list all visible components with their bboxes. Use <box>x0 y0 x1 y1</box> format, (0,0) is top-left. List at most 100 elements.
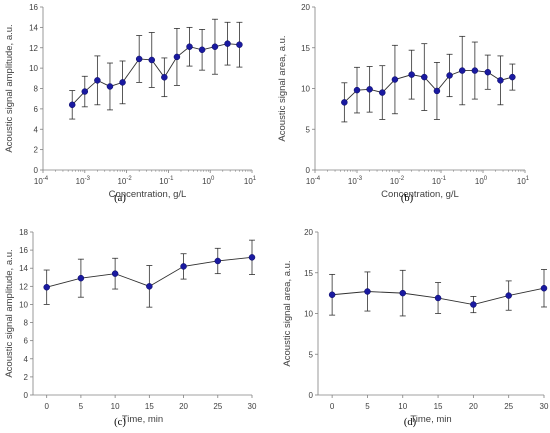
x-tick-label: 5 <box>365 402 370 411</box>
x-tick-label-base: 10 <box>432 177 441 186</box>
x-tick-label: 10-1 <box>159 176 174 186</box>
data-point <box>211 43 219 50</box>
data-point <box>248 254 256 261</box>
y-tick-label: 6 <box>24 337 29 346</box>
x-tick-label-exponent: -2 <box>126 176 132 182</box>
data-point <box>328 291 336 299</box>
y-tick-label: 15 <box>304 269 313 278</box>
y-axis-title: Acoustic signal area, a.u. <box>282 260 293 366</box>
y-axis-title: Acoustic signal amplitude, a.u. <box>4 249 15 377</box>
x-tick-label-base: 10 <box>34 177 43 186</box>
x-tick-label-exponent: 0 <box>211 176 215 182</box>
panel-label: (a) <box>114 193 126 204</box>
data-point <box>161 74 168 81</box>
y-tick-label: 8 <box>34 85 39 94</box>
x-tick-label-exponent: -3 <box>85 176 91 182</box>
data-point <box>540 284 548 292</box>
panel-label: (d) <box>404 417 417 428</box>
x-tick-label-exponent: 0 <box>484 176 488 182</box>
x-tick-label: 15 <box>145 402 154 411</box>
x-tick-label-exponent: -3 <box>357 176 363 182</box>
data-point <box>111 270 119 277</box>
x-tick-label-base: 10 <box>117 177 126 186</box>
y-tick-label: 0 <box>24 391 29 400</box>
y-tick-label: 12 <box>29 44 38 53</box>
x-tick-label-base: 10 <box>517 177 526 186</box>
data-point <box>81 88 89 95</box>
x-tick-label-exponent: -4 <box>315 176 321 182</box>
y-tick-label: 16 <box>29 3 38 12</box>
x-tick-label-exponent: 1 <box>526 176 530 182</box>
x-tick-label-base: 10 <box>475 177 484 186</box>
x-tick-label: 10-4 <box>306 176 321 186</box>
x-tick-label-base: 10 <box>306 177 315 186</box>
data-point <box>484 68 492 76</box>
x-tick-label: 25 <box>213 402 222 411</box>
data-point <box>43 283 50 291</box>
data-point <box>68 101 76 109</box>
y-tick-label: 10 <box>29 64 38 73</box>
y-tick-label: 2 <box>24 373 29 382</box>
data-point <box>497 77 504 84</box>
data-point <box>198 46 206 54</box>
x-tick-label: 10-4 <box>34 176 49 186</box>
data-point <box>364 288 371 295</box>
data-point <box>434 294 442 302</box>
x-axis-title: Concentration, g/L <box>381 189 459 200</box>
x-tick-label: 100 <box>475 176 488 186</box>
y-tick-label: 8 <box>24 319 29 328</box>
data-point <box>509 73 516 81</box>
x-tick-label: 10-1 <box>432 176 447 186</box>
x-tick-label-exponent: -1 <box>441 176 447 182</box>
data-point <box>146 283 153 290</box>
x-axis-title: Time, min <box>410 414 451 425</box>
x-tick-label: 20 <box>469 402 478 411</box>
panel-label: (b) <box>401 193 414 204</box>
data-point <box>379 89 386 96</box>
panel-label: (c) <box>114 417 126 428</box>
x-tick-label: 101 <box>244 176 257 186</box>
data-point <box>505 292 512 299</box>
y-tick-label: 10 <box>304 310 313 319</box>
data-point <box>446 72 453 79</box>
data-point <box>433 87 441 95</box>
x-tick-label: 10 <box>398 402 407 411</box>
x-tick-label: 20 <box>179 402 188 411</box>
data-point <box>458 67 466 74</box>
x-tick-label: 10 <box>111 402 120 411</box>
y-tick-label: 4 <box>34 125 39 134</box>
y-tick-label: 15 <box>301 44 310 53</box>
x-tick-label: 0 <box>44 402 49 411</box>
data-point <box>399 289 406 297</box>
data-point <box>408 71 415 78</box>
x-tick-label-base: 10 <box>202 177 211 186</box>
y-tick-label: 5 <box>309 350 314 359</box>
data-point <box>341 99 348 106</box>
y-tick-label: 6 <box>34 105 39 114</box>
data-point <box>119 79 126 86</box>
y-tick-label: 2 <box>34 146 39 155</box>
data-point <box>148 56 156 64</box>
y-axis-title: Acoustic signal amplitude, a.u. <box>4 24 15 152</box>
data-point <box>173 53 181 61</box>
x-tick-label: 10-2 <box>390 176 405 186</box>
x-tick-label-exponent: -2 <box>399 176 405 182</box>
x-tick-label: 15 <box>434 402 443 411</box>
data-point <box>180 263 187 270</box>
y-tick-label: 14 <box>19 264 28 273</box>
x-tick-label: 0 <box>330 402 335 411</box>
x-tick-label-base: 10 <box>76 177 85 186</box>
data-point <box>94 77 101 84</box>
x-tick-label: 25 <box>504 402 513 411</box>
y-tick-label: 4 <box>24 355 29 364</box>
x-tick-label-exponent: 1 <box>253 176 257 182</box>
x-tick-label-base: 10 <box>390 177 399 186</box>
data-point <box>186 43 193 50</box>
x-tick-label: 10-2 <box>117 176 132 186</box>
data-point <box>214 257 222 265</box>
data-point <box>236 41 243 48</box>
y-tick-label: 0 <box>309 391 314 400</box>
y-tick-label: 5 <box>306 125 311 134</box>
